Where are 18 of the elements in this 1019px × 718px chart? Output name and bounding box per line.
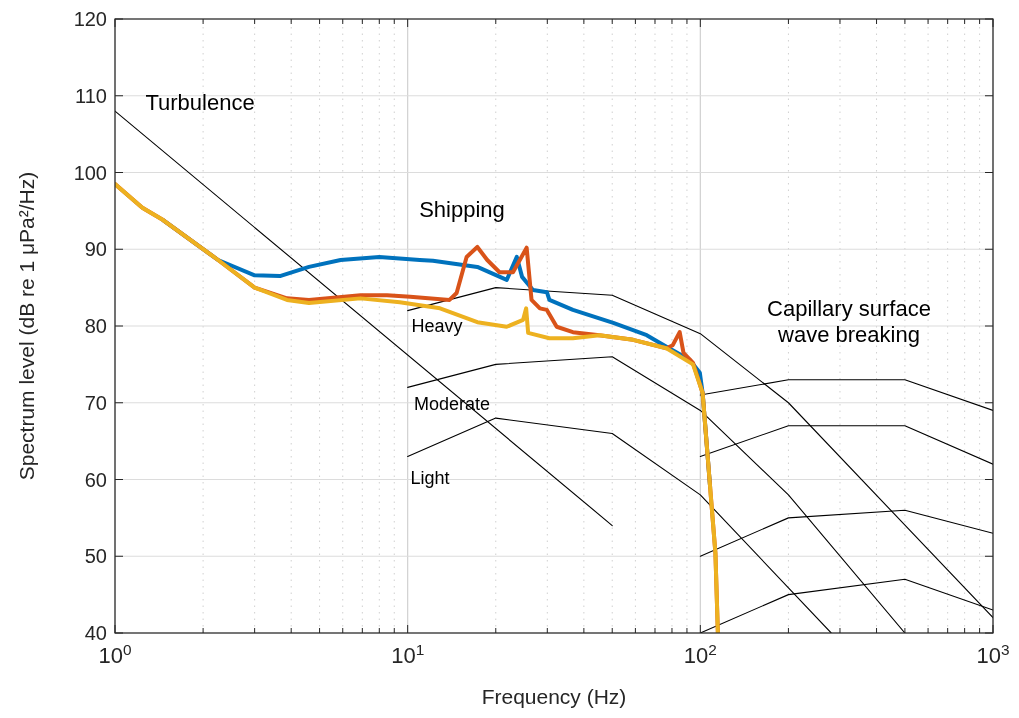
annotation: Heavy xyxy=(411,315,463,336)
x-tick-label: 10$^{3}$ xyxy=(976,640,1010,668)
x-axis-title: Frequency (Hz) xyxy=(481,685,627,708)
y-tick-label: 90 xyxy=(84,238,107,261)
annotation: Capillary surface wave breaking xyxy=(767,295,931,348)
x-tick-label: 10$^{1}$ xyxy=(391,640,425,668)
y-tick-label: 60 xyxy=(84,468,107,491)
x-tick-label: 10$^{2}$ xyxy=(683,640,717,668)
y-tick-label: 110 xyxy=(75,84,107,107)
annotation: Light xyxy=(410,467,450,488)
y-axis-title: Spectrum level (dB re 1 μPa²/Hz) xyxy=(15,171,38,481)
annotation: Turbulence xyxy=(145,89,255,115)
annotation: Shipping xyxy=(419,196,505,222)
y-tick-label: 70 xyxy=(84,391,107,414)
y-tick-label: 100 xyxy=(73,161,107,184)
y-tick-label: 120 xyxy=(73,8,107,30)
y-tick-label: 50 xyxy=(84,545,107,568)
y-tick-label: 80 xyxy=(84,315,107,337)
